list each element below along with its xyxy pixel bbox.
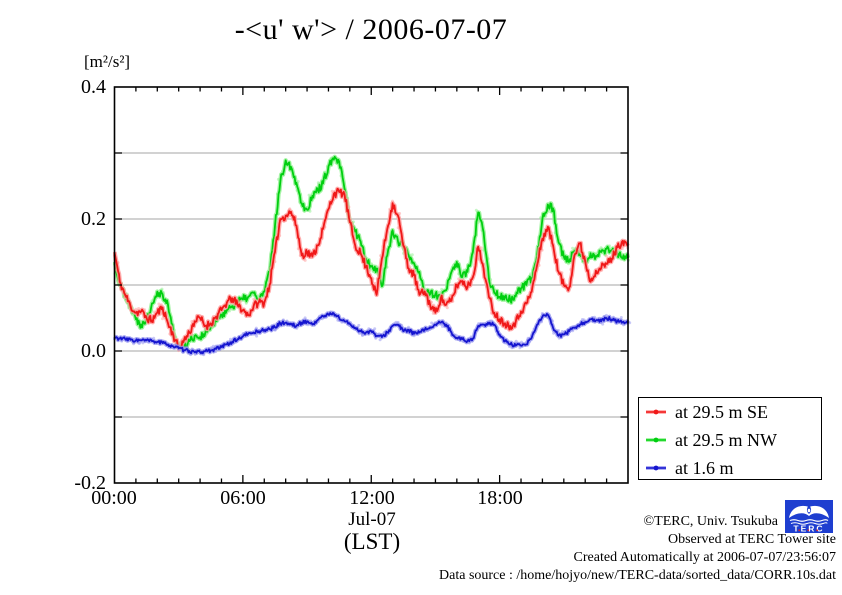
terc-logo-wave-1: [789, 519, 829, 522]
x-axis-date-label: Jul-07: [348, 509, 396, 530]
x-tick-label-0000: 00:00: [91, 487, 137, 509]
series-line-at-29.5-m-se: [113, 187, 629, 350]
terc-logo-text: TERC: [793, 523, 824, 533]
chart-title: -<u' w'> / 2006-07-07: [234, 13, 508, 46]
y-tick-label--0.2: -0.2: [74, 472, 106, 494]
legend-marker-1.6m-icon: [646, 465, 666, 471]
series-line-at-29.5-m-nw: [113, 155, 629, 351]
legend-item-1.6m: at 1.6 m: [644, 455, 734, 481]
footer-copyright: ©TERC, Univ. Tsukuba: [643, 514, 779, 529]
x-tick-label-1200: 12:00: [349, 487, 395, 509]
y-tick-label-0.4: 0.4: [81, 76, 106, 98]
x-axis-timezone-label: (LST): [343, 529, 401, 554]
terc-logo-dot-2: [807, 529, 810, 532]
axes: [113, 86, 629, 484]
legend-item-nw: at 29.5 m NW: [644, 427, 777, 453]
terc-logo-wave-2: [790, 522, 828, 525]
series-at-29.5-m-se: [113, 186, 630, 353]
legend-label-nw: at 29.5 m NW: [675, 429, 777, 450]
terc-logo-dot-3: [816, 529, 819, 532]
terc-logo-droplet: [807, 508, 811, 513]
footer-observed-site: Observed at TERC Tower site: [667, 532, 836, 547]
footer-data-source-path: Data source : /home/hojyo/new/TERC-data/…: [439, 568, 836, 583]
y-axis-unit-label: [m²/s²]: [84, 52, 131, 71]
legend-label-se: at 29.5 m SE: [675, 401, 768, 422]
legend: [638, 397, 822, 480]
y-tick-label-0.0: 0.0: [81, 340, 106, 362]
footer-created-timestamp: Created Automatically at 2006-07-07/23:5…: [573, 550, 836, 565]
plot-inner: [113, 152, 632, 418]
x-tick-label-1800: 18:00: [477, 487, 523, 509]
terc-logo: TERC: [785, 500, 833, 533]
y-tick-label-0.2: 0.2: [81, 208, 106, 230]
series-at-1.6-m: [113, 310, 632, 357]
series-line-at-1.6-m: [114, 311, 629, 355]
legend-marker-nw-icon: [646, 437, 666, 443]
terc-logo-dot-1: [798, 529, 801, 532]
legend-marker-se-icon: [646, 409, 666, 415]
legend-label-1.6m: at 1.6 m: [675, 457, 734, 478]
legend-item-se: at 29.5 m SE: [644, 399, 768, 425]
x-tick-label-0600: 06:00: [220, 487, 266, 509]
